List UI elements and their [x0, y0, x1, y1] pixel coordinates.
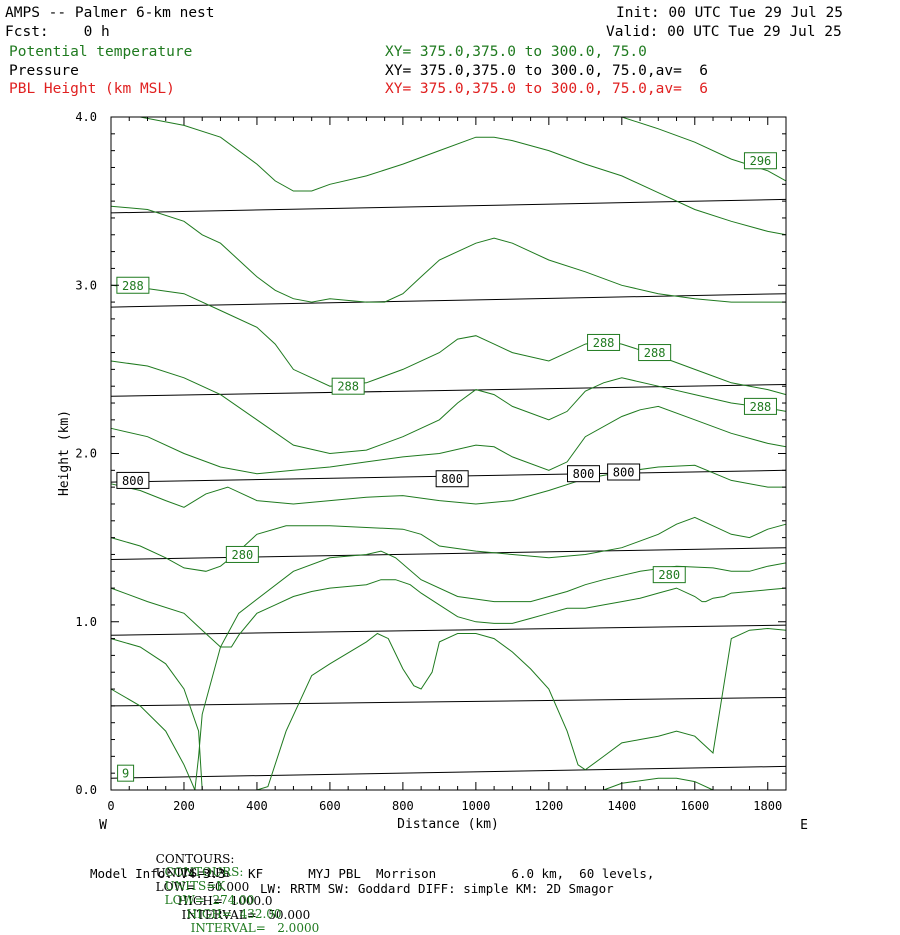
chart-title: AMPS -- Palmer 6-km nest	[5, 5, 215, 21]
theta-label-0-box	[743, 152, 777, 170]
isobar-line-1	[110, 697, 787, 707]
x-tick-label: 1000	[461, 799, 490, 813]
y-tick-label: 0.0	[75, 783, 97, 797]
pressure-isobars	[110, 198, 787, 779]
isobar-line-0	[110, 765, 787, 779]
theta-contour-8	[621, 116, 787, 182]
theta-contour-9	[110, 579, 787, 648]
theta-low: LOW= 274.00	[164, 893, 255, 907]
theta-label-4: 288	[337, 380, 359, 394]
isobar-label-1-box	[435, 470, 469, 488]
field-xy-pbl: XY= 375.0,375.0 to 300.0, 75.0,av= 6	[385, 81, 709, 97]
theta-contour-0	[194, 550, 787, 791]
theta-interval: INTERVAL= 2.0000	[190, 921, 320, 935]
init-time: Init: 00 UTC Tue 29 Jul 25	[616, 5, 843, 21]
y-axis-title: Height (km)	[57, 410, 72, 496]
theta-contour-2	[110, 464, 786, 508]
theta-contour-3	[110, 405, 787, 475]
theta-contours	[110, 116, 787, 791]
theta-label-2-box	[587, 333, 621, 351]
theta-label-3-box	[638, 344, 672, 362]
isobar-label-1: 800	[441, 472, 463, 486]
forecast-hour: Fcst: 0 h	[5, 24, 110, 40]
theta-units: UNITS=K	[164, 879, 226, 893]
theta-label-5: 288	[750, 400, 772, 414]
theta-label-7-box	[652, 566, 686, 584]
theta-contour-5	[110, 284, 787, 396]
theta-label-5-box	[743, 397, 777, 415]
theta-label-8: 9	[122, 767, 129, 781]
theta-contour-4	[110, 360, 787, 455]
x-tick-label: 1600	[680, 799, 709, 813]
isobar-line-5	[110, 384, 787, 397]
x-tick-label: 1400	[607, 799, 636, 813]
field-name-pbl: PBL Height (km MSL)	[9, 81, 175, 97]
x-tick-label: 1200	[534, 799, 563, 813]
theta-contour-1	[110, 516, 787, 572]
x-tick-label: 200	[173, 799, 195, 813]
theta-label-4-box	[331, 377, 365, 395]
east-label: E	[800, 818, 808, 833]
model-info-line-1: Model Info: V4.3.3 KF MYJ PBL Morrison 6…	[90, 866, 655, 881]
isobar-line-2	[110, 624, 787, 636]
isobar-label-2: 800	[573, 467, 595, 481]
isobar-label-0: 800	[122, 474, 144, 488]
field-name-pressure: Pressure	[9, 63, 79, 79]
isobar-label-0-box	[116, 471, 150, 489]
theta-label-8-box	[117, 764, 135, 782]
x-tick-label: 800	[392, 799, 414, 813]
pressure-units: UNITS=hPa	[155, 866, 230, 880]
y-tick-label: 4.0	[75, 110, 97, 124]
theta-contours-label: CONTOURS:	[164, 865, 244, 879]
theta-contour-12	[603, 777, 714, 791]
theta-contour-7	[140, 116, 787, 236]
contour-labels: 800 800 800 800 296 288 288 288 288 288 280 280 9	[116, 152, 777, 782]
isobar-line-6	[110, 293, 787, 308]
theta-label-0: 296	[750, 154, 772, 168]
theta-high: HIGH= 432.00	[186, 907, 282, 921]
theta-contour-11	[110, 688, 196, 791]
isobar-line-7	[110, 198, 787, 214]
x-tick-label: 0	[107, 799, 114, 813]
theta-label-1: 288	[122, 279, 144, 293]
theta-label-6: 280	[232, 548, 254, 562]
isobar-label-3-box	[607, 463, 641, 481]
model-info-line-2: LW: RRTM SW: Goddard DIFF: simple KM: 2D…	[260, 881, 614, 896]
theta-label-2: 288	[593, 336, 615, 350]
x-tick-label: 1800	[753, 799, 782, 813]
isobar-label-3: 800	[613, 466, 635, 480]
x-tick-label: 600	[319, 799, 341, 813]
isobar-line-3	[110, 547, 787, 560]
west-label: W	[99, 818, 107, 833]
x-axis-title: Distance (km)	[397, 817, 499, 832]
axis-ticks	[110, 116, 787, 791]
theta-label-7: 280	[658, 568, 680, 582]
cross-section-chart: 800 800 800 800 296 288 288 288 288 288 280 280 9 0 2…	[57, 110, 808, 833]
field-xy-theta: XY= 375.0,375.0 to 300.0, 75.0	[385, 44, 647, 60]
theta-contour-6	[110, 205, 786, 303]
field-xy-pressure: XY= 375.0,375.0 to 300.0, 75.0,av= 6	[385, 63, 709, 79]
theta-label-3: 288	[644, 346, 666, 360]
pressure-contours-label: CONTOURS:	[155, 852, 235, 866]
theta-label-6-box	[225, 545, 259, 563]
plot-frame	[110, 116, 787, 791]
pressure-low: LOW= 50.000	[155, 880, 250, 894]
x-tick-label: 400	[246, 799, 268, 813]
field-name-theta: Potential temperature	[9, 44, 193, 60]
isobar-label-2-box	[567, 465, 600, 483]
y-tick-label: 2.0	[75, 447, 97, 461]
theta-contour-10	[110, 627, 787, 791]
axis-tick-labels: 0 200 400 600 800 1000 1200 1400 1600 1800 0.0 1.0 2…	[75, 110, 782, 813]
valid-time: Valid: 00 UTC Tue 29 Jul 25	[606, 24, 842, 40]
y-tick-label: 3.0	[75, 278, 97, 292]
y-tick-label: 1.0	[75, 615, 97, 629]
